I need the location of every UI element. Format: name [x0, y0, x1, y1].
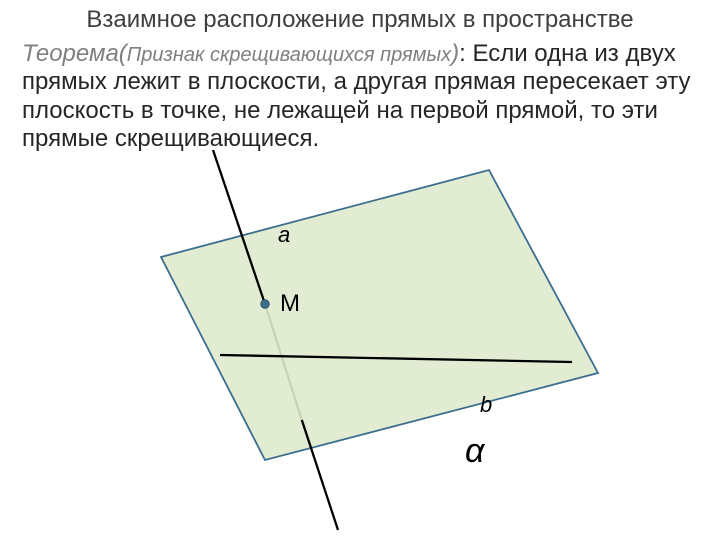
line-a-above-plane — [213, 150, 265, 304]
label-alpha: α — [465, 432, 484, 471]
plane-alpha — [161, 170, 598, 460]
title-text: Взаимное расположение прямых в пространс… — [86, 6, 633, 33]
close-paren: ) — [451, 40, 459, 67]
colon: : — [459, 40, 472, 67]
slide-title: Взаимное расположение прямых в пространс… — [0, 6, 720, 34]
label-a: a — [278, 222, 290, 248]
line-a-below-front — [302, 420, 338, 530]
line-a-under-plane — [265, 304, 302, 420]
theorem-sub: Признак скрещивающихся прямых — [127, 44, 451, 66]
theorem-word: Теорема — [22, 40, 119, 67]
line-b — [220, 355, 572, 362]
point-m — [261, 300, 269, 308]
label-b: b — [480, 392, 492, 418]
label-M: M — [280, 290, 300, 318]
theorem-paragraph: Теорема(Признак скрещивающихся прямых): … — [22, 40, 698, 153]
open-paren: ( — [119, 40, 127, 67]
